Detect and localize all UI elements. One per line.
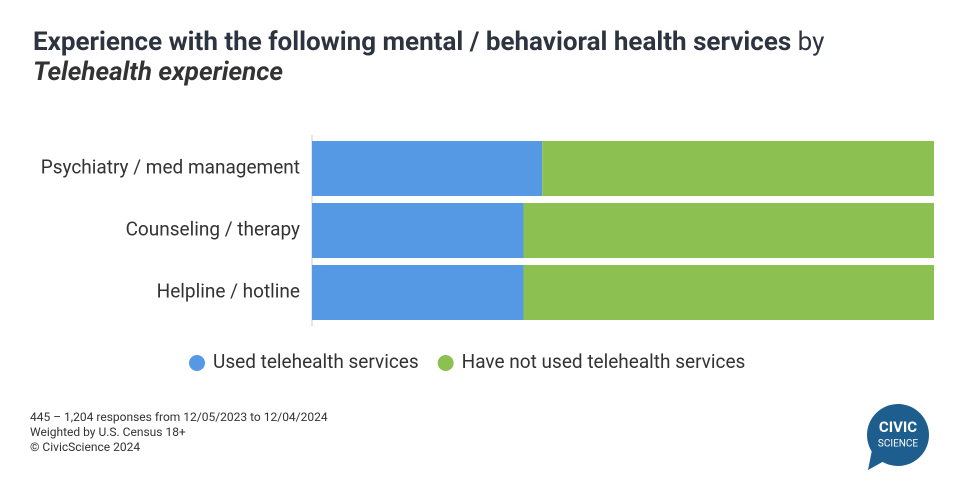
logo: [867, 404, 929, 466]
footer-note: Weighted by U.S. Census 18+: [30, 425, 186, 439]
title-main: Experience with the following mental / b…: [33, 27, 791, 57]
legend-marker: [189, 355, 205, 371]
footer-note: 445 – 1,204 responses from 12/05/2023 to…: [30, 410, 328, 424]
bar-segment: [312, 265, 524, 320]
legend-label: Used telehealth services: [213, 350, 419, 373]
logo-text: CIVIC: [879, 418, 917, 436]
bar-segment: [523, 265, 934, 320]
logo-tail: [868, 450, 886, 470]
legend-marker: [437, 355, 454, 371]
chart-subtitle: Telehealth experience: [33, 57, 283, 87]
y-tick-label: Counseling / therapy: [126, 218, 300, 241]
y-tick-label: Psychiatry / med management: [41, 156, 300, 179]
chart-title: Experience with the following mental / b…: [33, 27, 824, 57]
bar-segment: [312, 203, 524, 258]
logo-text: SCIENCE: [878, 439, 918, 450]
bar-segment: [542, 141, 934, 196]
bar-segment: [312, 141, 543, 196]
y-tick-label: Helpline / hotline: [157, 280, 300, 303]
bar-segment: [523, 203, 934, 258]
title-connector: by: [798, 27, 825, 57]
legend-label: Have not used telehealth services: [462, 350, 746, 373]
footer-note: © CivicScience 2024: [30, 440, 140, 454]
